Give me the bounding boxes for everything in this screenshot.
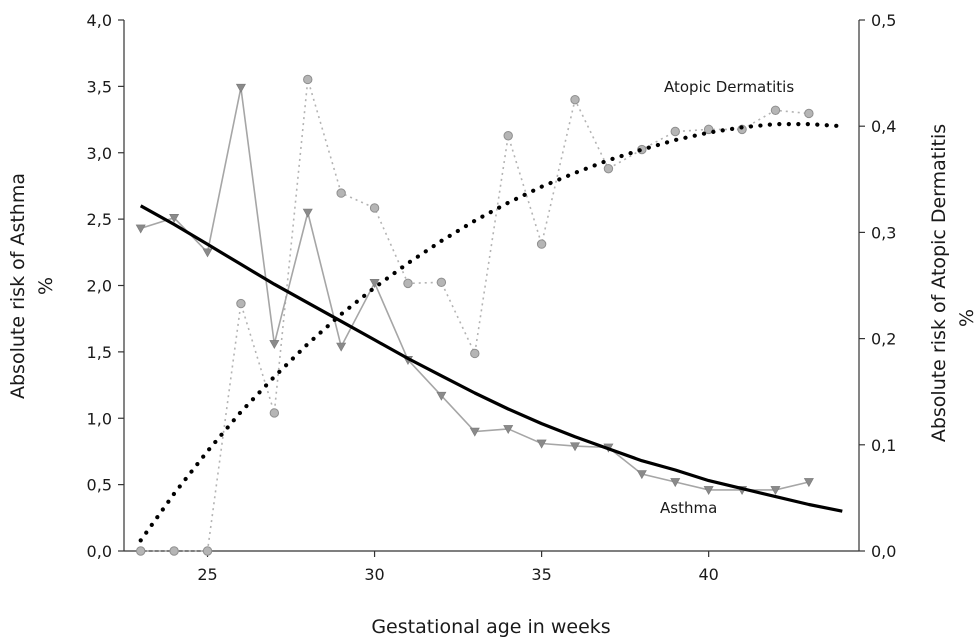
asthma-point — [536, 439, 547, 449]
asthma-point — [670, 478, 681, 488]
asthma-annotation: Asthma — [660, 499, 717, 517]
y-right-tick-label: 0,2 — [871, 330, 896, 349]
y-right-tick-label: 0,3 — [871, 223, 896, 242]
atopic-point — [703, 124, 714, 135]
atopic-point — [336, 188, 346, 198]
atopic-fitted-series — [138, 121, 845, 543]
asthma-observed-series — [135, 83, 814, 496]
y-right-tick-label: 0,5 — [871, 11, 896, 30]
x-tick-label: 35 — [531, 565, 551, 584]
atopic-observed-line — [140, 79, 809, 552]
asthma-fitted-line — [139, 204, 843, 513]
atopic-point — [570, 94, 580, 105]
asthma-point — [169, 213, 180, 223]
x-tick-label: 25 — [197, 565, 217, 584]
asthma-point — [503, 425, 514, 434]
atopic-point — [470, 348, 480, 359]
atopic-point — [136, 546, 146, 556]
y-right-tick-label: 0,0 — [871, 542, 896, 561]
asthma-point — [336, 342, 347, 352]
asthma-point — [570, 442, 581, 452]
asthma-point — [770, 486, 781, 496]
asthma-point — [803, 478, 814, 488]
y-left-tick-label: 3,0 — [87, 144, 112, 163]
x-tick-label: 30 — [364, 565, 384, 584]
atopic-point — [369, 203, 380, 213]
atopic-fitted-line — [138, 121, 845, 543]
y-left-tick-label: 1,5 — [87, 343, 112, 362]
y-left-tick-label: 2,5 — [87, 210, 112, 229]
atopic-observed-series — [136, 74, 814, 556]
y-left-tick-label: 2,0 — [87, 277, 112, 296]
axes — [123, 20, 860, 552]
asthma-point — [636, 470, 647, 480]
asthma-point — [302, 208, 313, 218]
atopic-point — [503, 131, 513, 141]
asthma-point — [135, 224, 146, 234]
atopic-point — [269, 408, 280, 418]
atopic-point — [770, 105, 781, 115]
asthma-fitted-series — [139, 204, 843, 513]
atopic-point — [436, 277, 447, 288]
y-left-tick-label: 0,0 — [87, 542, 112, 561]
asthma-point — [469, 427, 480, 437]
y-right-tick-label: 0,4 — [871, 117, 896, 136]
right-y-axis-unit: % — [956, 309, 978, 327]
asthma-point — [703, 486, 714, 496]
y-left-tick-label: 3,5 — [87, 77, 112, 96]
atopic-point — [202, 546, 213, 556]
atopic-point — [403, 278, 413, 289]
asthma-point — [235, 83, 246, 93]
series-layer — [135, 74, 845, 556]
atopic-point — [236, 298, 246, 309]
atopic-point — [670, 126, 680, 137]
asthma-point — [436, 391, 447, 401]
x-tick-label: 40 — [698, 565, 718, 584]
x-axis-title: Gestational age in weeks — [371, 616, 610, 638]
y-right-tick-label: 0,1 — [871, 436, 896, 455]
y-left-tick-label: 1,0 — [87, 409, 112, 428]
asthma-point — [202, 248, 213, 258]
atopic-point — [804, 108, 814, 119]
left-y-axis-unit: % — [35, 277, 57, 295]
ticks: 25 30 35 40 0,0 0,5 1,0 1,5 2,0 2,5 3,0 3,5 4,0 0,0 0,… — [87, 11, 897, 584]
asthma-point — [369, 279, 380, 288]
atopic-point — [603, 163, 614, 174]
asthma-point — [269, 340, 280, 350]
right-y-axis-title: Absolute risk of Atopic Dermatitis — [928, 124, 950, 442]
y-left-tick-label: 0,5 — [87, 476, 112, 495]
left-y-axis-title: Absolute risk of Asthma — [7, 173, 29, 399]
atopic-point — [303, 74, 313, 85]
atopic-point — [169, 546, 179, 556]
y-left-tick-label: 4,0 — [87, 11, 112, 30]
atopic-dermatitis-annotation: Atopic Dermatitis — [664, 78, 794, 96]
atopic-point — [536, 239, 547, 249]
